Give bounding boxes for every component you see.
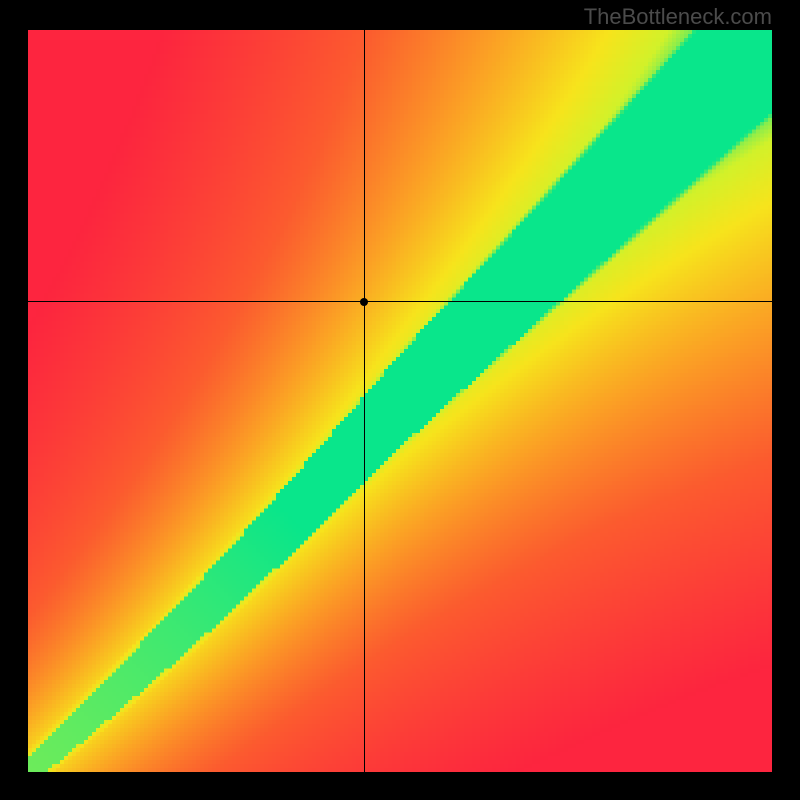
figure-frame: TheBottleneck.com: [0, 0, 800, 800]
selection-marker: [360, 298, 368, 306]
bottleneck-heatmap: [28, 30, 772, 772]
plot-area: [28, 30, 772, 772]
watermark-text: TheBottleneck.com: [584, 4, 772, 30]
crosshair-horizontal: [28, 301, 772, 302]
crosshair-vertical: [364, 30, 365, 772]
